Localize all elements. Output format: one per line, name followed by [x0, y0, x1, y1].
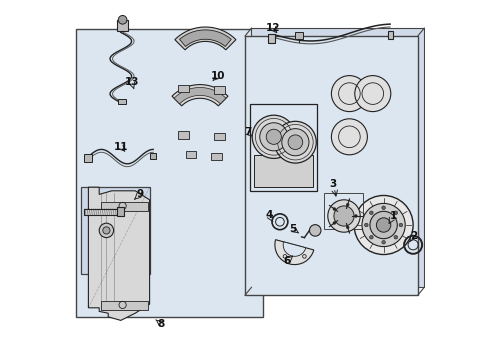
Circle shape [354, 215, 357, 217]
Bar [178, 85, 189, 92]
Text: 13: 13 [124, 77, 139, 87]
Circle shape [333, 208, 336, 211]
Text: 12: 12 [266, 23, 280, 33]
Text: 5: 5 [289, 224, 296, 234]
Bar [215, 133, 225, 140]
Polygon shape [254, 155, 314, 187]
Polygon shape [88, 187, 149, 320]
Text: 4: 4 [266, 210, 273, 220]
Circle shape [99, 223, 114, 238]
Bar [76, 29, 263, 317]
Text: 10: 10 [211, 71, 225, 81]
Circle shape [365, 223, 368, 227]
Bar [81, 187, 149, 274]
Bar [117, 20, 128, 31]
Circle shape [399, 223, 403, 227]
Bar [324, 193, 363, 229]
Circle shape [369, 211, 373, 215]
Bar [186, 151, 196, 158]
Circle shape [331, 76, 368, 112]
Circle shape [118, 15, 127, 24]
Bar [101, 202, 148, 211]
Circle shape [369, 235, 373, 239]
Text: 11: 11 [114, 142, 128, 152]
Wedge shape [283, 242, 306, 256]
Bar [84, 154, 92, 162]
Bar [215, 86, 225, 94]
Bar [211, 153, 221, 160]
Circle shape [334, 206, 354, 226]
Circle shape [394, 211, 397, 215]
Circle shape [252, 115, 295, 158]
Circle shape [355, 76, 391, 112]
Circle shape [376, 218, 391, 232]
Circle shape [382, 240, 386, 244]
Wedge shape [275, 240, 314, 265]
Circle shape [346, 226, 349, 229]
Polygon shape [172, 85, 228, 106]
Circle shape [362, 203, 405, 247]
Bar [245, 36, 418, 295]
Bar [84, 209, 118, 215]
Bar [117, 207, 124, 216]
Circle shape [328, 200, 360, 232]
Text: 8: 8 [158, 319, 165, 329]
Circle shape [354, 195, 413, 255]
Bar [251, 28, 424, 287]
Bar [101, 301, 148, 310]
Bar [269, 34, 275, 43]
Circle shape [288, 135, 303, 149]
Circle shape [333, 221, 336, 224]
Text: 6: 6 [284, 256, 291, 266]
Bar [150, 153, 156, 159]
Circle shape [260, 123, 288, 151]
Circle shape [310, 225, 321, 236]
Text: 1: 1 [390, 211, 397, 221]
Circle shape [382, 206, 386, 210]
Circle shape [394, 235, 397, 239]
Bar [388, 31, 393, 39]
Circle shape [370, 211, 397, 239]
Bar [178, 131, 189, 139]
Circle shape [282, 129, 309, 156]
Polygon shape [175, 27, 236, 50]
Text: 2: 2 [410, 231, 417, 241]
Bar [295, 32, 303, 39]
Circle shape [266, 129, 281, 144]
Circle shape [103, 227, 110, 234]
Text: 3: 3 [330, 179, 337, 189]
Text: 7: 7 [244, 127, 251, 138]
Circle shape [274, 121, 316, 163]
Polygon shape [179, 30, 231, 46]
Bar [118, 99, 126, 104]
Polygon shape [174, 87, 226, 104]
Text: 9: 9 [136, 189, 144, 199]
Circle shape [331, 119, 368, 155]
Circle shape [346, 203, 349, 206]
